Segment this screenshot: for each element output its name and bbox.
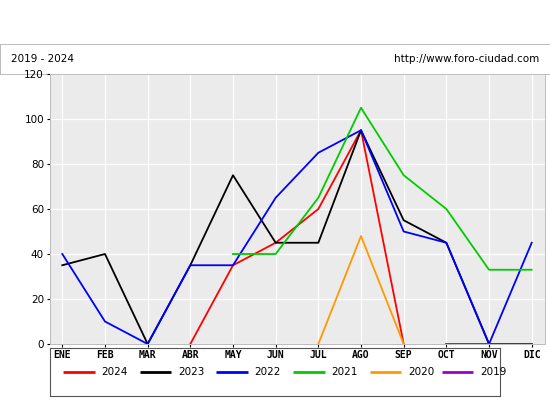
2024 bbox=[315, 206, 322, 211]
2022 bbox=[443, 240, 450, 245]
2021 bbox=[529, 267, 535, 272]
Text: 2023: 2023 bbox=[178, 367, 205, 377]
2022 bbox=[272, 195, 279, 200]
2023 bbox=[59, 263, 65, 268]
2023 bbox=[486, 342, 492, 346]
Text: 2024: 2024 bbox=[101, 367, 128, 377]
2019 bbox=[443, 342, 450, 346]
2022 bbox=[486, 342, 492, 346]
Line: 2021: 2021 bbox=[233, 108, 532, 270]
Text: 2019: 2019 bbox=[480, 367, 507, 377]
Line: 2022: 2022 bbox=[62, 130, 532, 344]
Text: 2019 - 2024: 2019 - 2024 bbox=[11, 54, 74, 64]
Line: 2023: 2023 bbox=[62, 130, 532, 344]
2020 bbox=[400, 342, 407, 346]
2022 bbox=[358, 128, 364, 133]
2023 bbox=[400, 218, 407, 223]
2021 bbox=[272, 252, 279, 256]
2022 bbox=[315, 150, 322, 155]
2023 bbox=[315, 240, 322, 245]
2024 bbox=[187, 342, 194, 346]
2021 bbox=[443, 206, 450, 211]
2020 bbox=[358, 234, 364, 238]
2022 bbox=[102, 319, 108, 324]
2019 bbox=[486, 342, 492, 346]
2023 bbox=[358, 128, 364, 133]
Text: 2020: 2020 bbox=[408, 367, 435, 377]
2021 bbox=[358, 105, 364, 110]
2022 bbox=[529, 240, 535, 245]
2022 bbox=[400, 229, 407, 234]
2023 bbox=[230, 173, 236, 178]
2024 bbox=[230, 263, 236, 268]
2021 bbox=[486, 267, 492, 272]
Text: 2022: 2022 bbox=[255, 367, 281, 377]
2024 bbox=[400, 342, 407, 346]
2023 bbox=[144, 342, 151, 346]
2024 bbox=[272, 240, 279, 245]
Text: 2021: 2021 bbox=[331, 367, 358, 377]
2022 bbox=[144, 342, 151, 346]
2020 bbox=[315, 342, 322, 346]
Line: 2020: 2020 bbox=[318, 236, 404, 344]
2021 bbox=[400, 173, 407, 178]
2023 bbox=[443, 240, 450, 245]
2022 bbox=[59, 252, 65, 256]
2022 bbox=[230, 263, 236, 268]
2021 bbox=[315, 195, 322, 200]
2023 bbox=[529, 342, 535, 346]
2023 bbox=[272, 240, 279, 245]
2019 bbox=[529, 342, 535, 346]
2024 bbox=[358, 128, 364, 133]
2022 bbox=[187, 263, 194, 268]
Text: Evolucion Nº Turistas Extranjeros en el municipio de Villatoro: Evolucion Nº Turistas Extranjeros en el … bbox=[72, 16, 478, 28]
2023 bbox=[187, 263, 194, 268]
2023 bbox=[102, 252, 108, 256]
Line: 2024: 2024 bbox=[190, 130, 404, 344]
Text: http://www.foro-ciudad.com: http://www.foro-ciudad.com bbox=[394, 54, 539, 64]
2021 bbox=[230, 252, 236, 256]
